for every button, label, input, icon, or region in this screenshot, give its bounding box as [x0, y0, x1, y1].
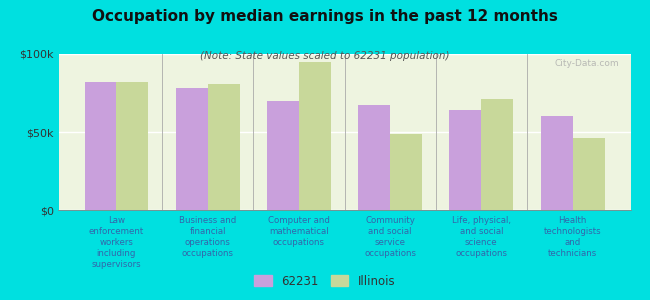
Bar	[176, 88, 207, 210]
Bar	[390, 134, 422, 210]
Bar	[482, 99, 514, 210]
Bar	[267, 101, 299, 210]
Legend: 62231, Illinois: 62231, Illinois	[251, 271, 399, 291]
Bar	[84, 82, 116, 210]
Bar	[449, 110, 482, 210]
Bar	[207, 84, 240, 210]
Text: City-Data.com: City-Data.com	[554, 59, 619, 68]
Bar	[299, 62, 331, 210]
Bar	[541, 116, 573, 210]
Bar	[358, 106, 390, 210]
Text: Occupation by median earnings in the past 12 months: Occupation by median earnings in the pas…	[92, 9, 558, 24]
Bar	[573, 138, 604, 210]
Bar	[116, 82, 148, 210]
Text: (Note: State values scaled to 62231 population): (Note: State values scaled to 62231 popu…	[200, 51, 450, 61]
